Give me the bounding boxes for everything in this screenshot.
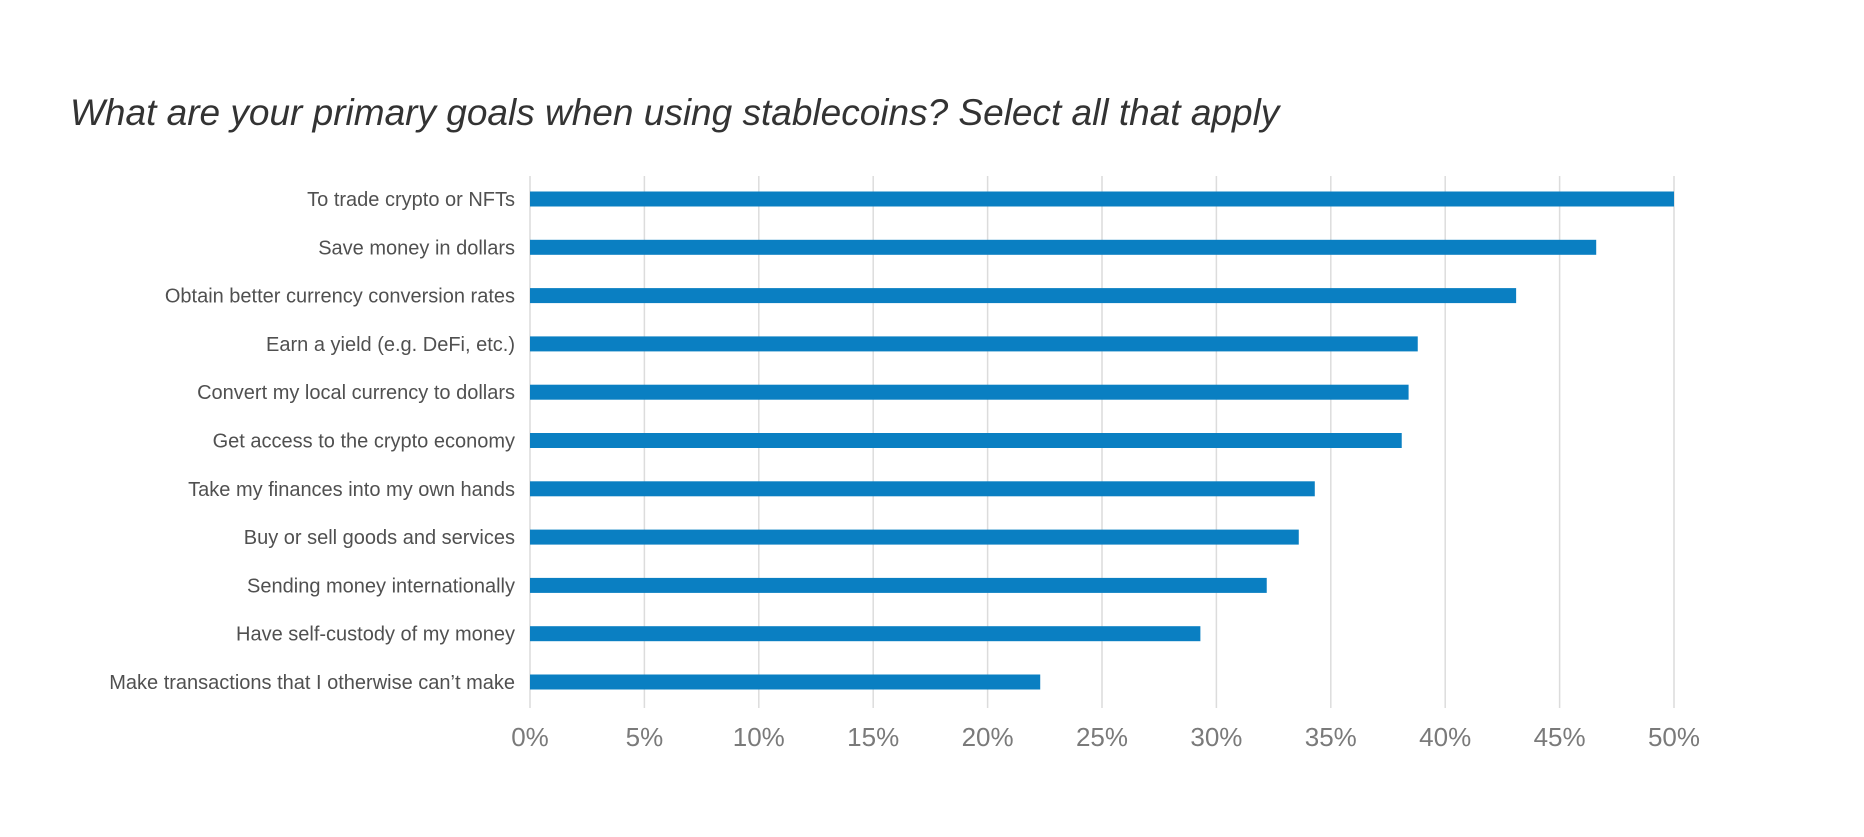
category-label: To trade crypto or NFTs	[307, 189, 515, 211]
bars	[530, 191, 1674, 690]
bar	[530, 674, 1041, 690]
bar	[530, 336, 1418, 352]
bar	[530, 577, 1267, 593]
x-tick-label: 20%	[962, 722, 1014, 752]
bar	[530, 239, 1597, 255]
x-tick-label: 35%	[1305, 722, 1357, 752]
bar	[530, 433, 1402, 448]
category-label: Earn a yield (e.g. DeFi, etc.)	[266, 334, 515, 356]
category-label: Have self-custody of my money	[236, 624, 515, 646]
category-label: Obtain better currency conversion rates	[165, 286, 515, 308]
category-label: Get access to the crypto economy	[213, 431, 515, 453]
x-tick-label: 50%	[1648, 722, 1700, 752]
category-label: Take my finances into my own hands	[188, 479, 515, 501]
x-tick-label: 30%	[1190, 722, 1242, 752]
chart-title: What are your primary goals when using s…	[70, 92, 1280, 133]
bar	[530, 626, 1201, 642]
bar	[530, 288, 1517, 304]
x-tick-label: 25%	[1076, 722, 1128, 752]
x-axis-tick-labels: 0% 5% 10% 15% 20% 25% 30% 35% 40% 45% 50%	[511, 722, 1700, 752]
category-label: Buy or sell goods and services	[244, 527, 515, 549]
category-label: Sending money internationally	[247, 575, 515, 597]
category-labels: To trade crypto or NFTs Save money in dol…	[109, 189, 515, 694]
x-tick-label: 45%	[1534, 722, 1586, 752]
category-label: Make transactions that I otherwise can’t…	[109, 672, 515, 694]
bar	[530, 481, 1315, 497]
x-tick-label: 40%	[1419, 722, 1471, 752]
x-tick-label: 10%	[733, 722, 785, 752]
x-tick-label: 15%	[847, 722, 899, 752]
bar	[530, 529, 1299, 545]
x-tick-label: 0%	[511, 722, 549, 752]
bar	[530, 191, 1674, 207]
category-label: Save money in dollars	[318, 237, 515, 259]
x-tick-label: 5%	[626, 722, 664, 752]
bar	[530, 384, 1409, 400]
category-label: Convert my local currency to dollars	[197, 382, 515, 404]
